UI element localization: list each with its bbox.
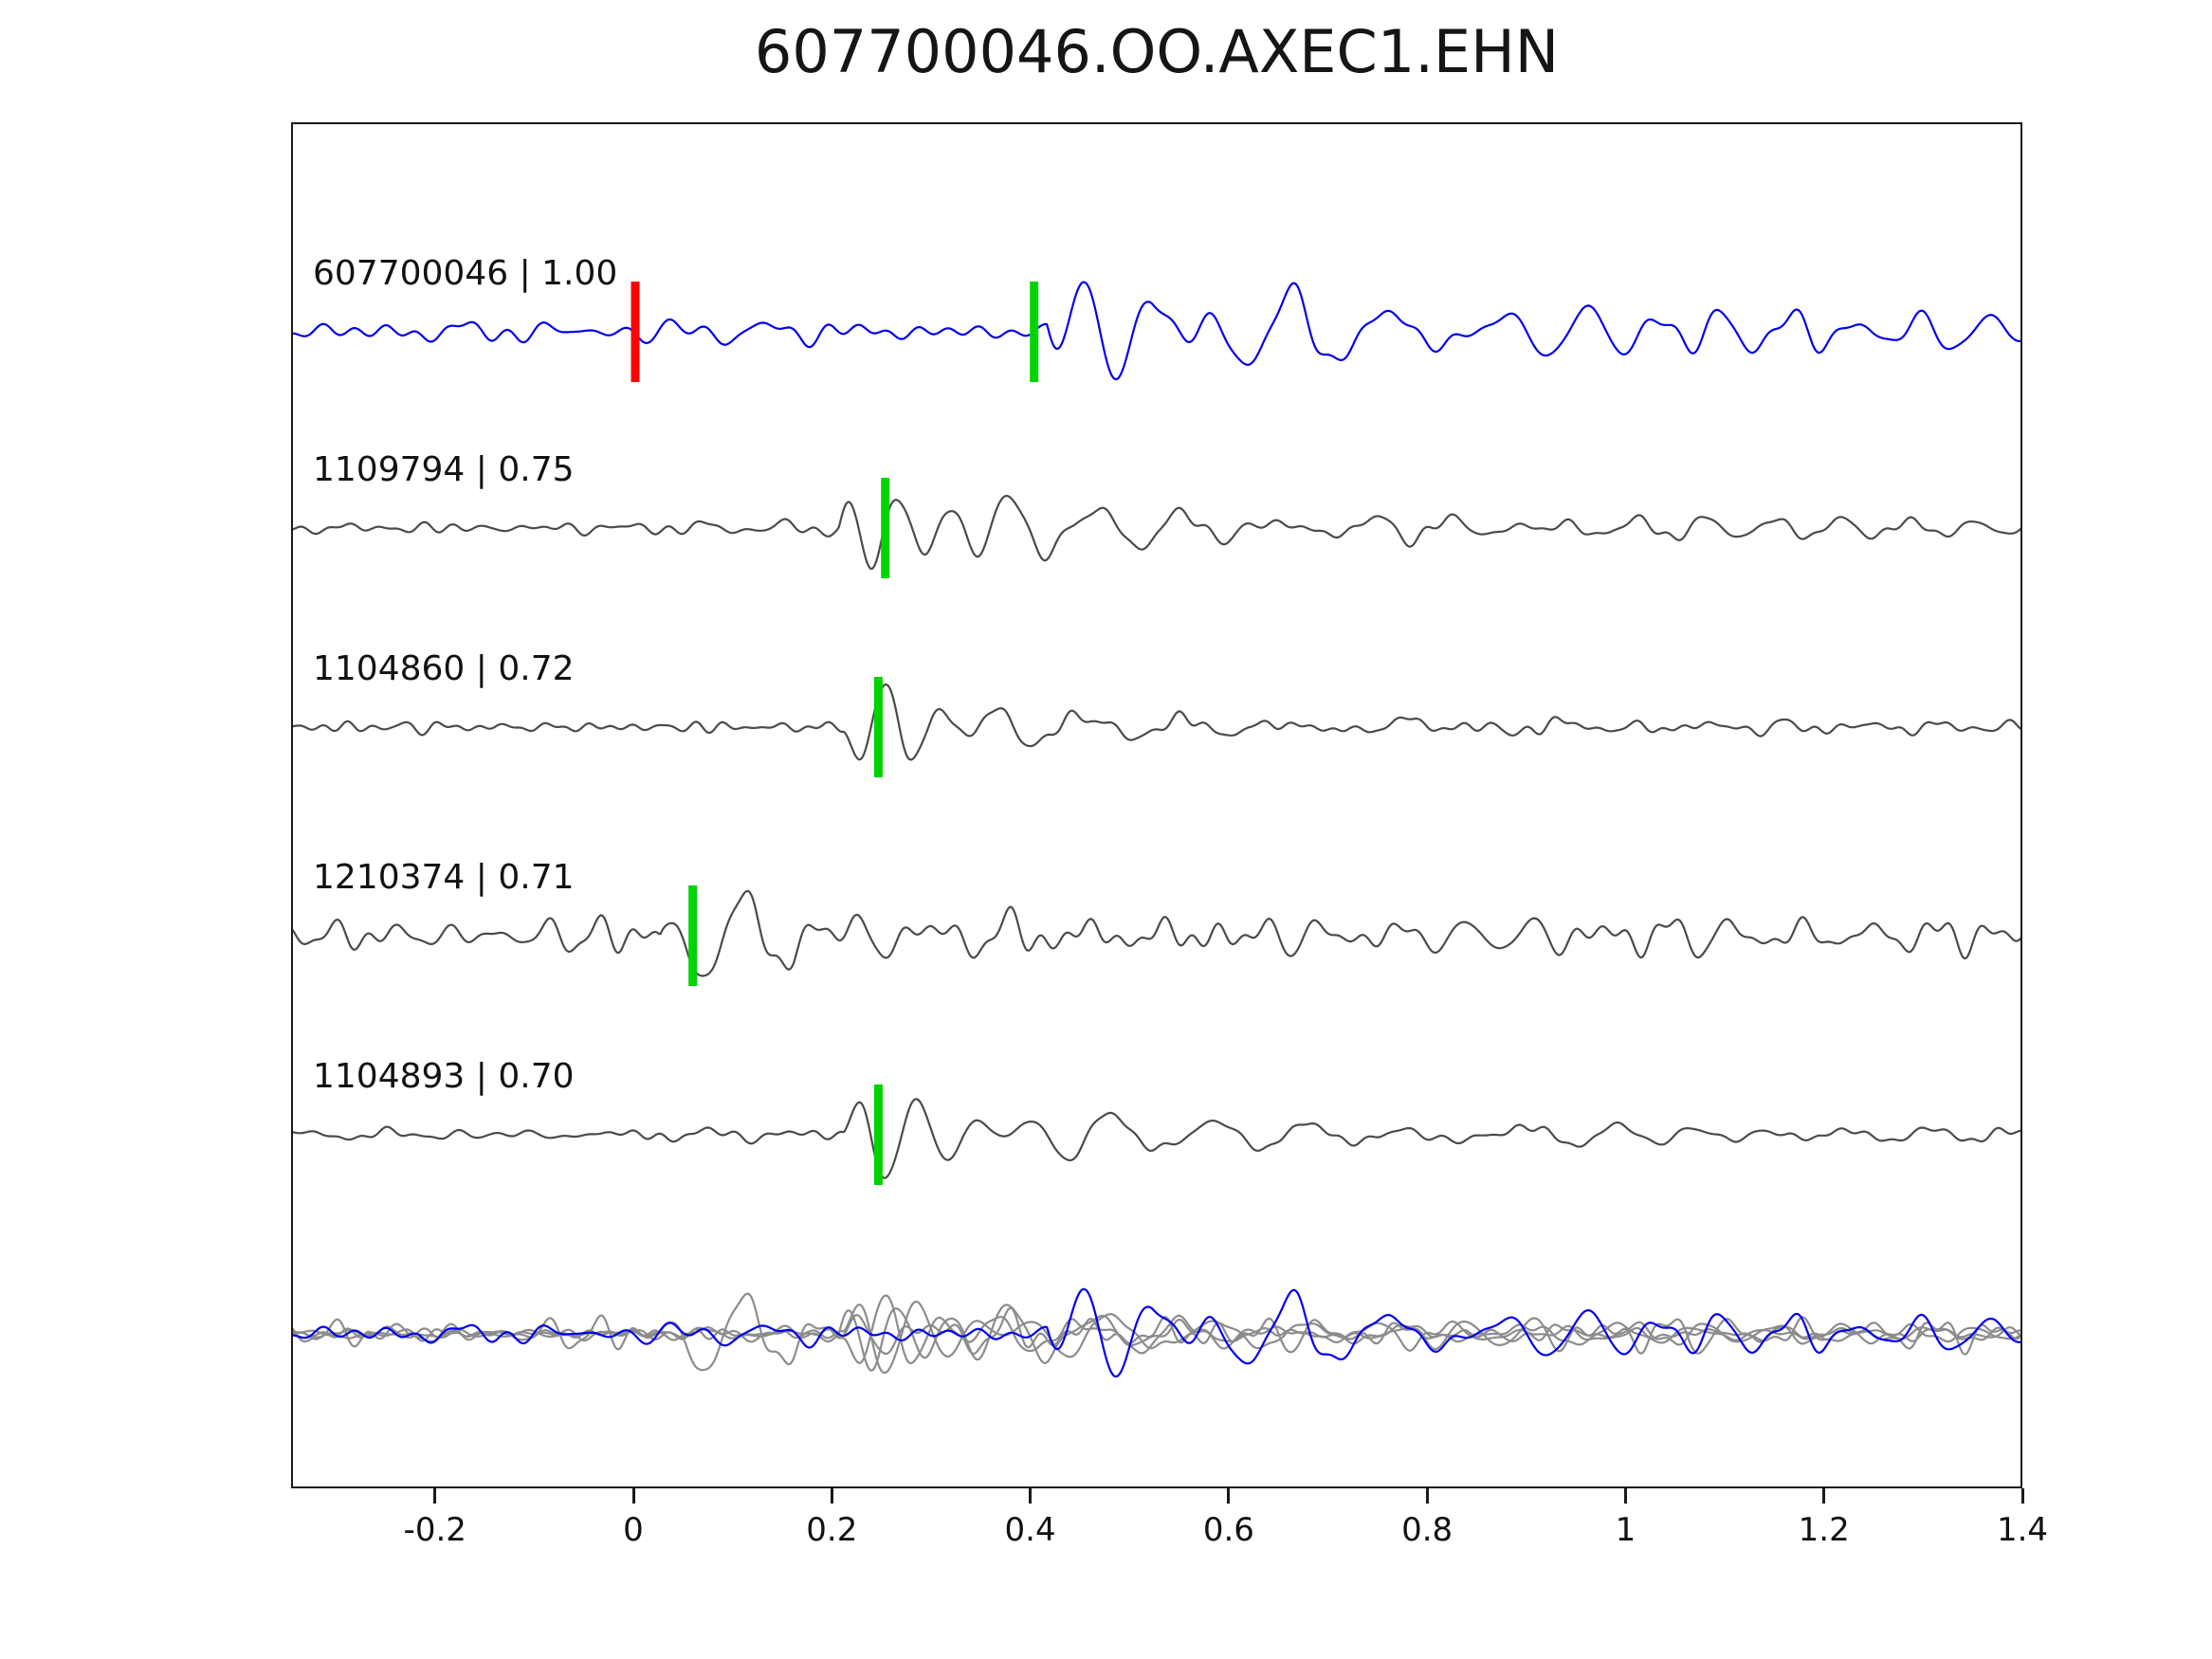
x-axis-tick-label: 0.2 bbox=[806, 1511, 858, 1549]
trace-label-match-1: 1109794 | 0.75 bbox=[313, 450, 575, 489]
x-axis-tick-label: 1 bbox=[1615, 1511, 1636, 1549]
x-axis-tick bbox=[1822, 1488, 1826, 1504]
trace-label-match-4: 1104893 | 0.70 bbox=[313, 1057, 575, 1096]
waveform-svg bbox=[293, 281, 2020, 1378]
overlay-trace-1109794 bbox=[293, 1304, 2020, 1372]
pick-marker-607700046 bbox=[1030, 282, 1039, 382]
x-axis-tick bbox=[1425, 1488, 1429, 1504]
x-axis-tick bbox=[1227, 1488, 1231, 1504]
trace-label-match-2: 1104860 | 0.72 bbox=[313, 649, 575, 688]
x-axis-tick bbox=[830, 1488, 833, 1504]
overlay-trace-607700046 bbox=[293, 1287, 2020, 1378]
trace-1104860 bbox=[293, 683, 2020, 761]
x-axis-tick-label: 1.2 bbox=[1798, 1511, 1850, 1549]
plot-area bbox=[291, 122, 2022, 1488]
x-axis-tick-label: 0.8 bbox=[1401, 1511, 1453, 1549]
x-axis-tick-label: 1.4 bbox=[1996, 1511, 2049, 1549]
pick-marker-1109794 bbox=[881, 478, 890, 578]
trace-label-reference: 607700046 | 1.00 bbox=[313, 254, 618, 293]
x-axis-tick bbox=[631, 1488, 635, 1504]
x-axis-tick-label: 0.4 bbox=[1004, 1511, 1056, 1549]
trace-label-match-3: 1210374 | 0.71 bbox=[313, 858, 575, 897]
overlay-trace-1104893 bbox=[293, 1300, 2020, 1375]
x-axis-tick bbox=[2020, 1488, 2024, 1504]
trace-1104893 bbox=[293, 1098, 2020, 1179]
pick-marker-1210374 bbox=[688, 885, 698, 986]
overlay-trace-1210374 bbox=[293, 1292, 2020, 1372]
chart-title: 607700046.OO.AXEC1.EHN bbox=[754, 17, 1560, 86]
trace-607700046 bbox=[293, 281, 2020, 381]
x-axis-tick bbox=[433, 1488, 437, 1504]
origin-time-marker-607700046 bbox=[631, 282, 640, 382]
x-axis-tick-label: 0 bbox=[623, 1511, 644, 1549]
trace-1210374 bbox=[293, 889, 2020, 977]
x-axis-tick bbox=[1029, 1488, 1033, 1504]
x-axis-tick bbox=[1623, 1488, 1627, 1504]
x-axis-tick-label: -0.2 bbox=[403, 1511, 466, 1549]
x-axis-tick-label: 0.6 bbox=[1202, 1511, 1254, 1549]
trace-1109794 bbox=[293, 494, 2020, 571]
pick-marker-1104893 bbox=[873, 1085, 883, 1185]
pick-marker-1104860 bbox=[873, 677, 883, 777]
